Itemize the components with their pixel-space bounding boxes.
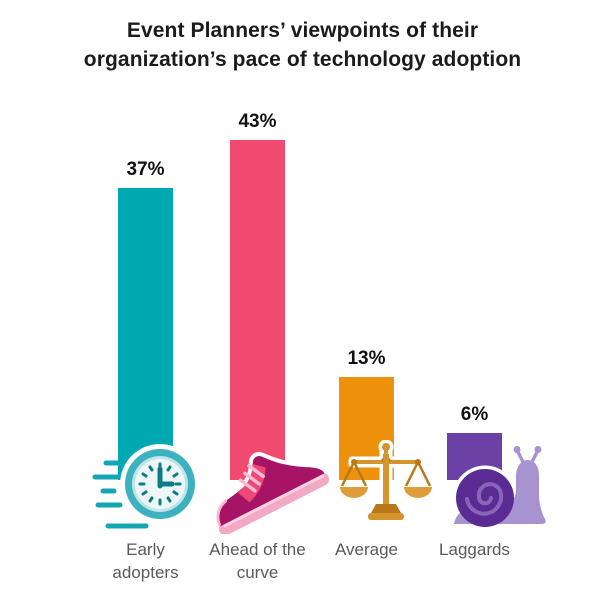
category-label-laggards: Laggards [439, 540, 510, 559]
value-label-laggards: 6% [460, 403, 489, 425]
scale-base [371, 504, 401, 513]
bar-early-adopters [118, 187, 173, 480]
scale-pole [383, 454, 389, 506]
category-label-early-adopters: Early adopters [112, 540, 179, 582]
fast-clock-icon [92, 444, 200, 529]
scale-foot [368, 513, 404, 520]
scale-right-pan [404, 487, 432, 498]
snail-icon [452, 446, 546, 530]
category-label-average: Average [334, 540, 398, 559]
running-shoe-icon [213, 451, 334, 534]
category-label-ahead-of-the-curve: Ahead of the curve [209, 540, 306, 582]
clock-ticks [138, 462, 182, 506]
value-label-early-adopters: 37% [126, 158, 165, 180]
scale-knob [382, 443, 390, 451]
snail-shell-spiral [465, 482, 504, 516]
bar-ahead-of-the-curve [230, 140, 285, 480]
snail-shell [456, 469, 514, 527]
value-label-average: 13% [347, 348, 386, 370]
chart-title-line2: organization’s pace of technology adopti… [83, 48, 522, 71]
scale-left-pan [340, 487, 368, 498]
chart-title-line1: Event Planners’ viewpoints of their [126, 19, 479, 42]
value-label-ahead-of-the-curve: 43% [238, 111, 277, 133]
balance-scale-icon [338, 440, 434, 524]
chart-title: Event Planners’ viewpoints of their orga… [0, 16, 605, 74]
scale-strings [340, 461, 432, 487]
clock-hands [157, 466, 175, 489]
